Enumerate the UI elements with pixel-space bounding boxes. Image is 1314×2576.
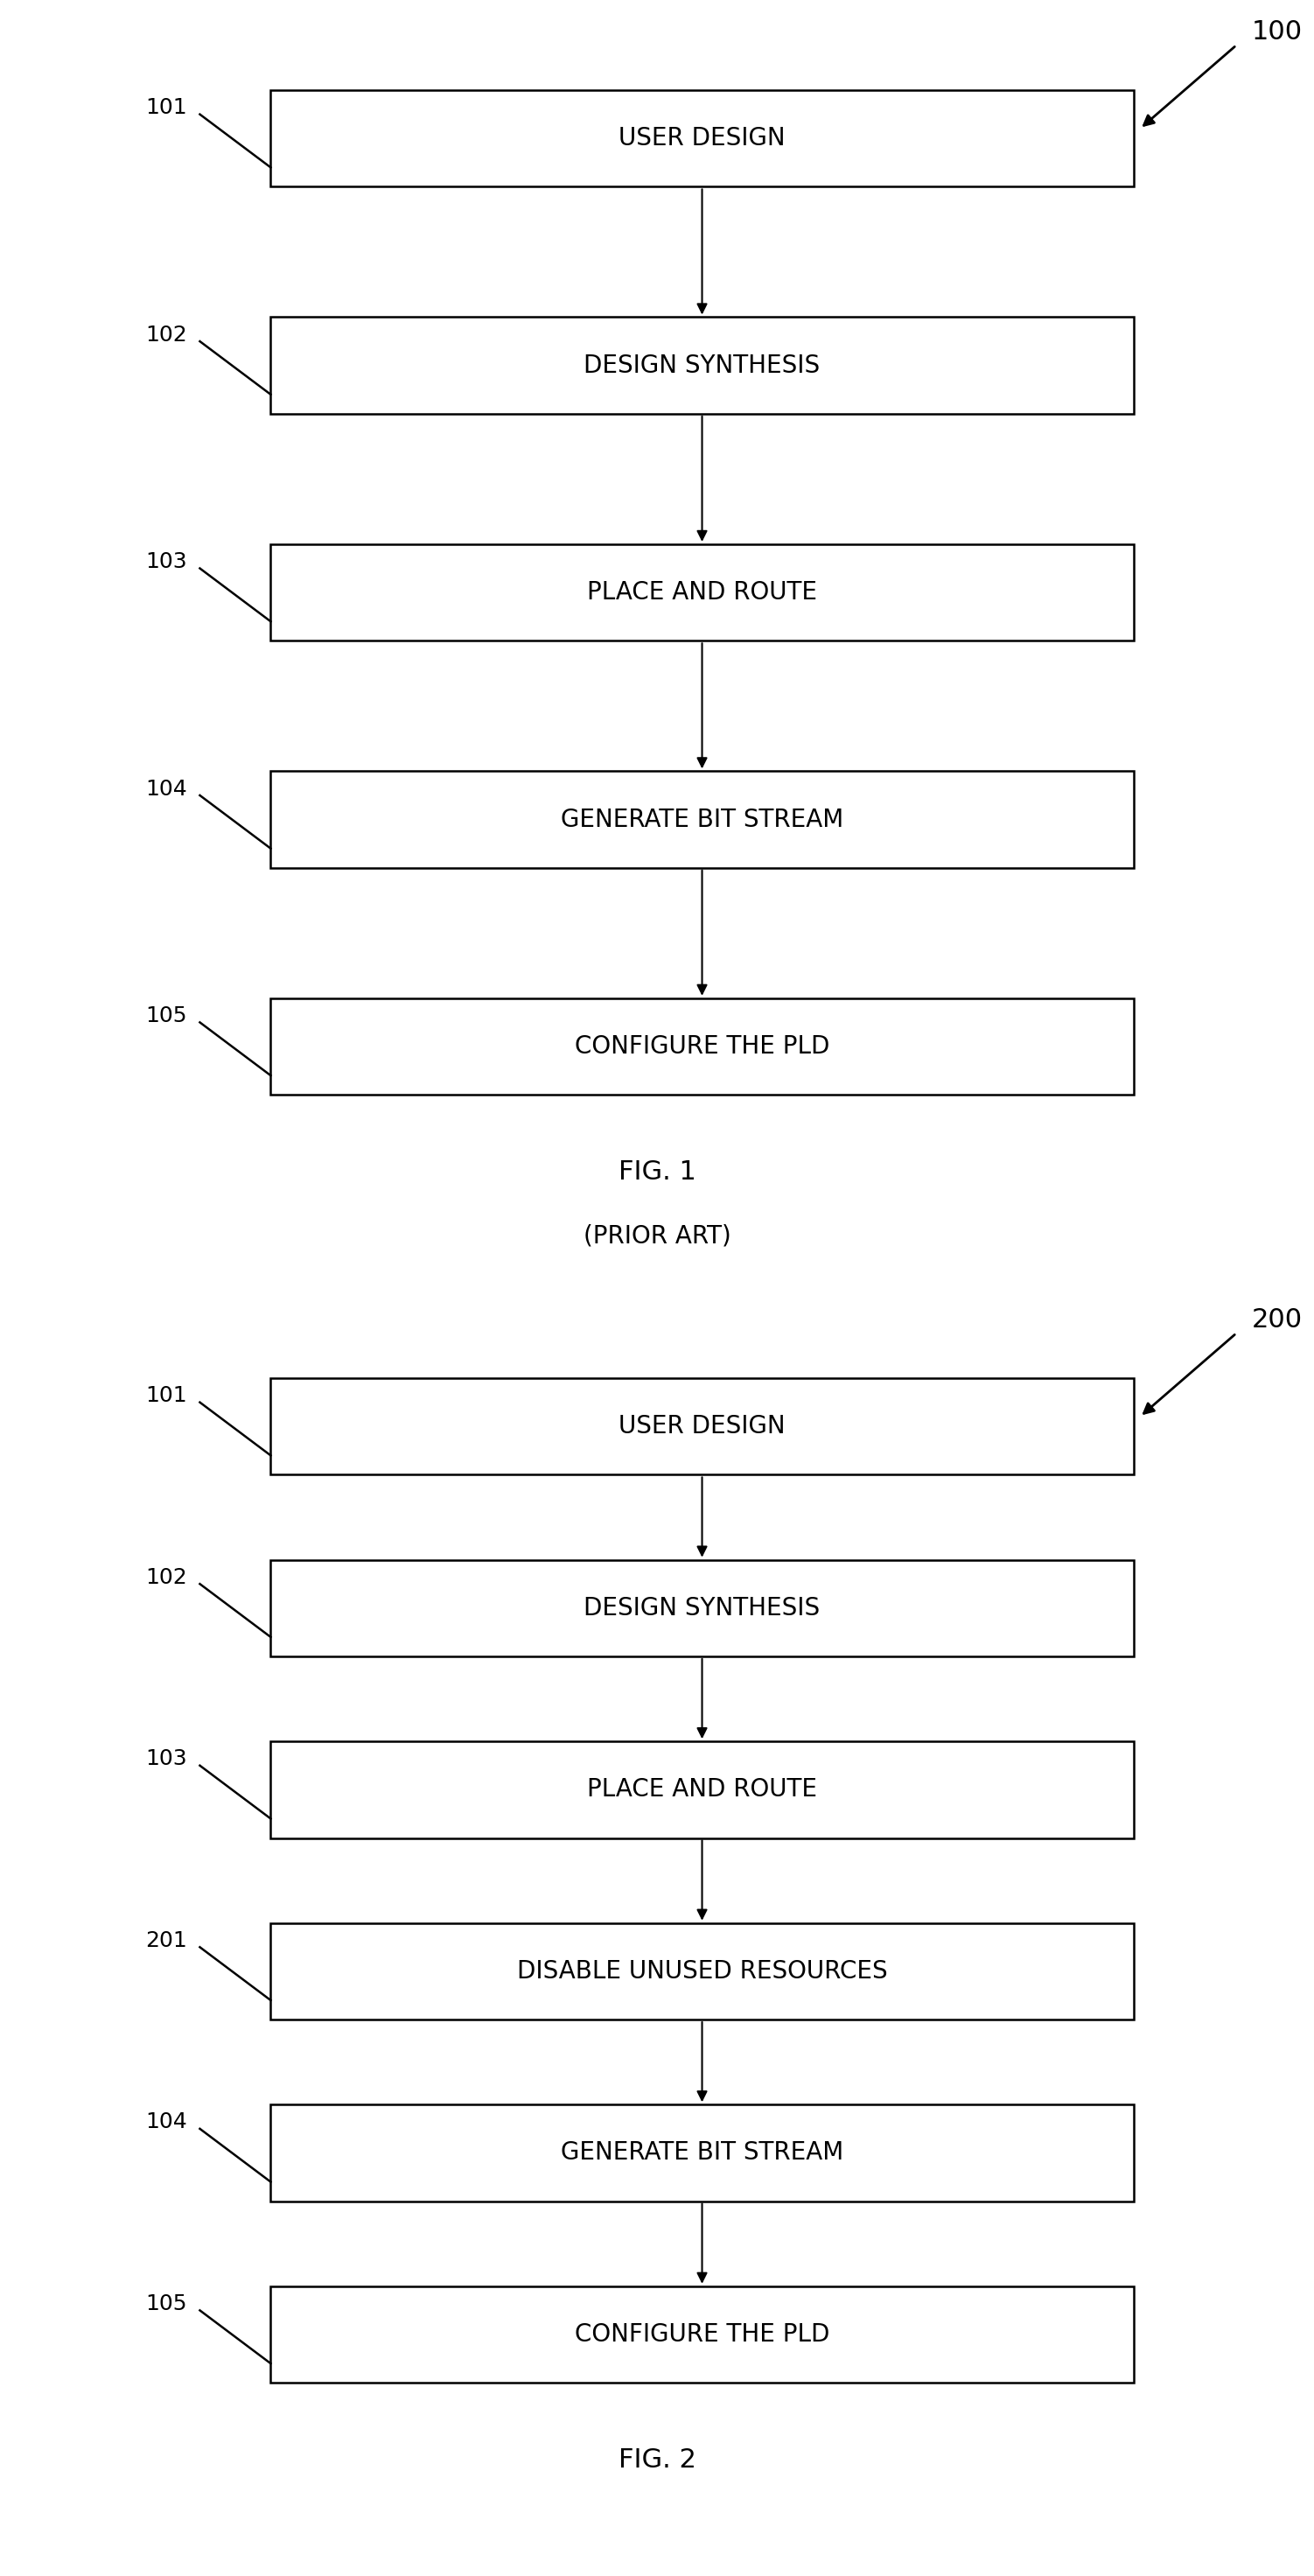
Bar [271,1741,1134,1839]
Text: PLACE AND ROUTE: PLACE AND ROUTE [587,1777,817,1803]
Text: DESIGN SYNTHESIS: DESIGN SYNTHESIS [583,1595,820,1620]
Text: 105: 105 [146,1005,187,1025]
Text: USER DESIGN: USER DESIGN [619,126,786,152]
Text: 102: 102 [145,325,187,345]
Bar [271,997,1134,1095]
Text: GENERATE BIT STREAM: GENERATE BIT STREAM [561,806,844,832]
Text: CONFIGURE THE PLD: CONFIGURE THE PLD [574,1033,829,1059]
Bar [271,544,1134,641]
Text: DESIGN SYNTHESIS: DESIGN SYNTHESIS [583,353,820,379]
Bar [271,1378,1134,1473]
Text: PLACE AND ROUTE: PLACE AND ROUTE [587,580,817,605]
Bar [271,770,1134,868]
Text: FIG. 1: FIG. 1 [618,1159,696,1185]
Text: CONFIGURE THE PLD: CONFIGURE THE PLD [574,2321,829,2347]
Text: 104: 104 [145,778,187,799]
Text: 102: 102 [145,1566,187,1587]
Text: GENERATE BIT STREAM: GENERATE BIT STREAM [561,2141,844,2166]
Bar [271,2105,1134,2200]
Text: 103: 103 [146,551,187,572]
Bar [271,1922,1134,2020]
Bar [271,90,1134,185]
Bar [271,1558,1134,1656]
Bar [271,2287,1134,2383]
Bar [271,317,1134,415]
Text: FIG. 2: FIG. 2 [618,2447,696,2473]
Text: USER DESIGN: USER DESIGN [619,1414,786,1440]
Text: 100: 100 [1252,21,1302,44]
Text: 200: 200 [1252,1309,1302,1332]
Text: (PRIOR ART): (PRIOR ART) [583,1224,731,1249]
Text: 201: 201 [145,1929,187,1950]
Text: 101: 101 [146,1386,187,1406]
Text: 105: 105 [146,2293,187,2313]
Text: 103: 103 [146,1749,187,1770]
Text: 101: 101 [146,98,187,118]
Text: DISABLE UNUSED RESOURCES: DISABLE UNUSED RESOURCES [516,1958,887,1984]
Text: 104: 104 [145,2112,187,2133]
